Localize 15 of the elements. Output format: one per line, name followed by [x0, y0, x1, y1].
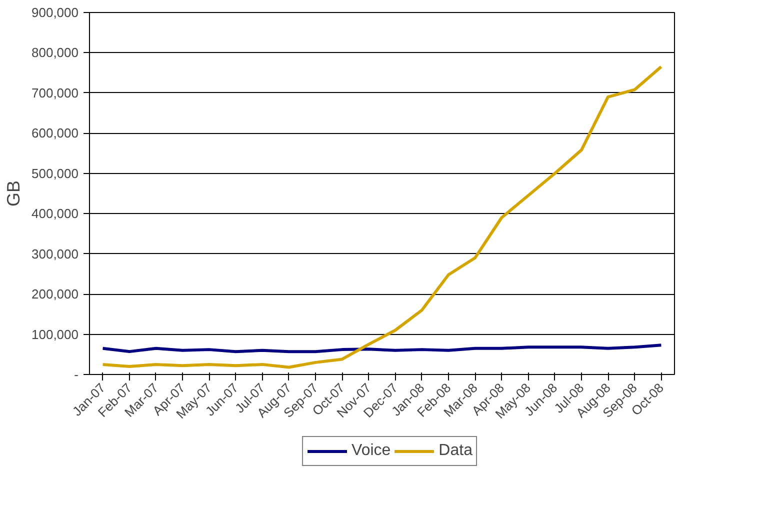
y-tick-label: 500,000 — [32, 166, 79, 181]
line-series — [101, 65, 663, 369]
legend-label: Data — [438, 442, 472, 460]
y-tick-label: 100,000 — [32, 326, 79, 342]
y-axis-title: GB — [4, 180, 24, 207]
y-tick-label: 900,000 — [32, 5, 79, 20]
y-tick-label: - — [74, 367, 79, 382]
line-series — [101, 344, 663, 354]
y-tick-label: 800,000 — [32, 45, 79, 60]
y-tick-label: 200,000 — [32, 286, 79, 302]
y-tick-label: 600,000 — [32, 126, 79, 141]
legend-label: Voice — [352, 442, 391, 460]
y-tick-label: 700,000 — [32, 85, 79, 100]
y-tick-label: 300,000 — [32, 246, 79, 262]
y-tick-label: 400,000 — [32, 206, 79, 222]
